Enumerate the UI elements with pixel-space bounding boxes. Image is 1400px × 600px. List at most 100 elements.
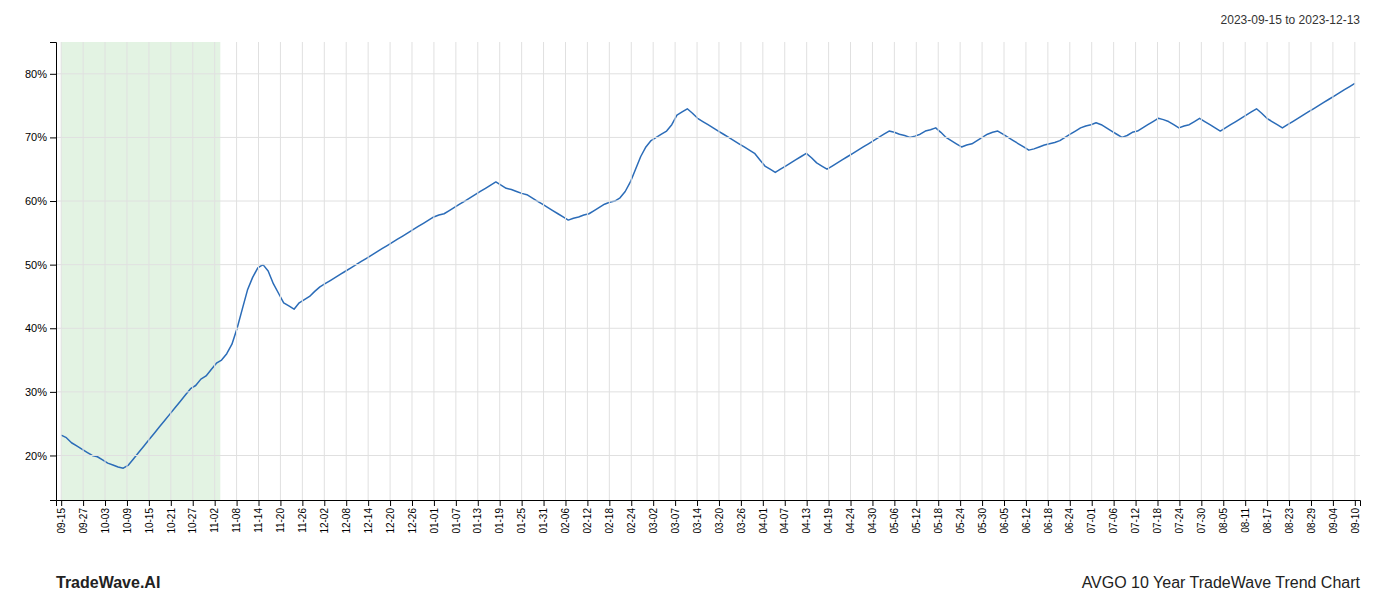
x-tick-mark: [1048, 500, 1049, 506]
grid-line: [609, 42, 610, 500]
grid: [56, 42, 1360, 500]
x-tick-mark: [1070, 500, 1071, 506]
x-tick-label: 04-30: [867, 508, 878, 534]
y-tick-mark: [50, 455, 56, 456]
x-tick-label: 06-12: [1021, 508, 1032, 534]
x-tick-label: 05-24: [955, 508, 966, 534]
x-tick-label: 04-13: [801, 508, 812, 534]
x-tick-mark: [1223, 500, 1224, 506]
x-tick-label: 07-18: [1152, 508, 1163, 534]
x-tick-mark: [412, 500, 413, 506]
x-tick-mark: [368, 500, 369, 506]
x-tick-label: 12-02: [319, 508, 330, 534]
y-tick-mark: [50, 328, 56, 329]
grid-line: [1267, 42, 1268, 500]
y-tick-label: 70%: [25, 131, 47, 143]
x-tick: 04-07: [779, 500, 790, 534]
x-tick-mark: [938, 500, 939, 506]
subtitle: 2023-09-15 to 2023-12-13: [1221, 13, 1361, 27]
x-tick: 07-12: [1130, 500, 1141, 534]
x-tick-mark: [61, 500, 62, 506]
x-tick: 01-13: [472, 500, 483, 534]
y-tick-mark: [50, 265, 56, 266]
x-tick-mark: [215, 500, 216, 506]
y-tick-mark: [50, 74, 56, 75]
x-tick: 03-07: [670, 500, 681, 534]
x-tick-label: 11-14: [253, 508, 264, 533]
x-tick-label: 08-23: [1284, 508, 1295, 534]
x-tick-label: 04-24: [845, 508, 856, 534]
x-tick-mark: [544, 500, 545, 506]
x-tick: 03-20: [714, 500, 725, 534]
grid-line: [938, 42, 939, 500]
x-axis-line: [57, 501, 1361, 507]
grid-line: [368, 42, 369, 500]
x-tick-mark: [872, 500, 873, 506]
y-tick: 70%: [25, 131, 56, 143]
y-tick: 40%: [25, 322, 56, 334]
grid-line: [56, 391, 1360, 392]
grid-line: [477, 42, 478, 500]
x-tick-label: 12-20: [385, 508, 396, 534]
x-tick-mark: [741, 500, 742, 506]
x-tick: 11-02: [209, 500, 220, 533]
x-tick: 11-20: [275, 500, 286, 533]
x-tick-label: 11-20: [275, 508, 286, 533]
title: AVGO 10 Year TradeWave Trend Chart: [1082, 574, 1361, 591]
x-tick-label: 07-12: [1130, 508, 1141, 534]
x-tick-label: 03-07: [670, 508, 681, 534]
grid-line: [1354, 42, 1355, 500]
x-tick: 10-09: [122, 500, 133, 534]
x-tick: 05-30: [977, 500, 988, 534]
x-tick: 12-08: [341, 500, 352, 534]
x-tick-mark: [1355, 500, 1356, 506]
x-tick: 12-26: [407, 500, 418, 534]
x-tick-mark: [478, 500, 479, 506]
x-tick: 10-03: [100, 500, 111, 534]
x-tick-mark: [1267, 500, 1268, 506]
x-tick: 11-08: [231, 500, 242, 533]
x-tick: 08-05: [1218, 500, 1229, 534]
grid-line: [56, 455, 1360, 456]
grid-line: [1135, 42, 1136, 500]
x-tick-label: 04-19: [823, 508, 834, 534]
grid-line: [1004, 42, 1005, 500]
x-tick-label: 09-27: [78, 508, 89, 534]
x-tick: 08-29: [1306, 500, 1317, 534]
x-tick: 06-05: [999, 500, 1010, 534]
x-tick-label: 07-24: [1174, 508, 1185, 534]
chart: 09-1509-2710-0310-0910-1510-2110-2711-02…: [0, 0, 1400, 600]
y-tick: 20%: [25, 449, 56, 461]
grid-line: [433, 42, 434, 500]
x-tick: 05-18: [933, 500, 944, 534]
x-tick: 12-02: [319, 500, 330, 534]
x-tick-label: 10-09: [122, 508, 133, 534]
x-tick-mark: [587, 500, 588, 506]
x-tick: 10-27: [187, 500, 198, 534]
x-tick-mark: [434, 500, 435, 506]
grid-line: [1332, 42, 1333, 500]
x-tick-label: 11-26: [297, 508, 308, 533]
x-tick-label: 09-15: [56, 508, 67, 534]
x-tick: 03-26: [736, 500, 747, 534]
x-tick: 11-14: [253, 500, 264, 533]
grid-line: [1289, 42, 1290, 500]
y-tick-label: 20%: [25, 449, 47, 461]
grid-line: [828, 42, 829, 500]
x-tick: 09-15: [56, 500, 67, 534]
x-tick-label: 07-30: [1196, 508, 1207, 534]
x-tick-mark: [785, 500, 786, 506]
x-tick-mark: [982, 500, 983, 506]
grid-line: [83, 42, 84, 500]
x-tick-mark: [1157, 500, 1158, 506]
x-tick: 03-02: [648, 500, 659, 534]
x-tick: 06-24: [1064, 500, 1075, 534]
x-tick-label: 05-12: [911, 508, 922, 534]
x-axis: 09-1509-2710-0310-0910-1510-2110-2711-02…: [56, 500, 1361, 534]
y-tick-mark: [50, 137, 56, 138]
x-tick-mark: [894, 500, 895, 506]
x-tick-label: 08-17: [1262, 508, 1273, 534]
grid-line: [872, 42, 873, 500]
grid-line: [346, 42, 347, 500]
grid-line: [675, 42, 676, 500]
